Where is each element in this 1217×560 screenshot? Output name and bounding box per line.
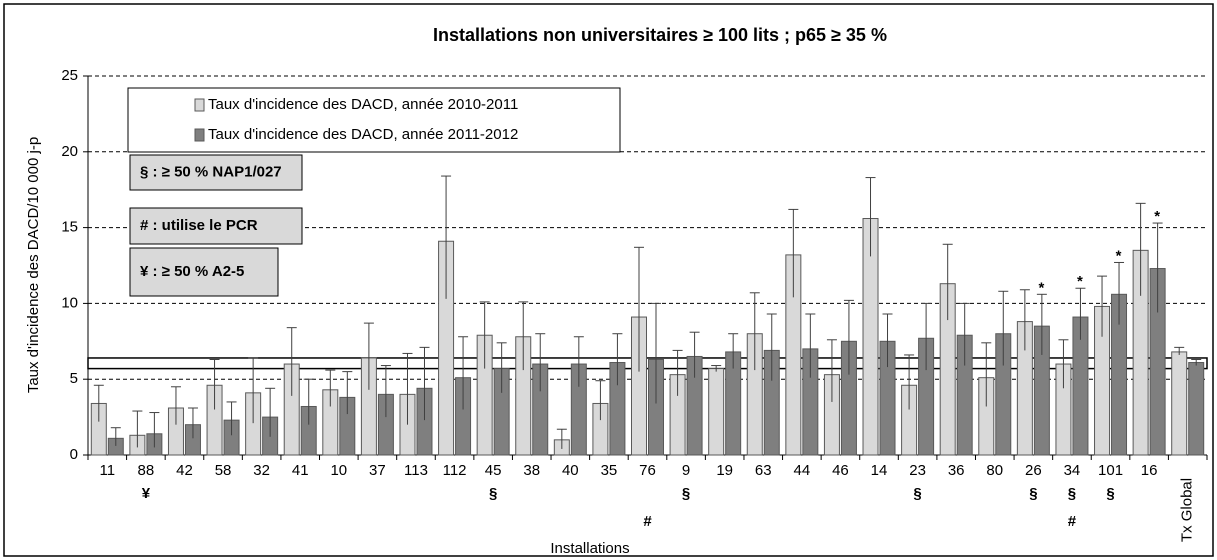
note-symbol: § <box>1068 485 1076 502</box>
x-tick-label: 32 <box>253 462 270 479</box>
y-tick-label: 20 <box>61 143 78 160</box>
x-tick-label: 40 <box>562 462 579 479</box>
x-tick-label: 58 <box>215 462 232 479</box>
chart-title: Installations non universitaires ≥ 100 l… <box>433 25 887 45</box>
note-box <box>129 154 303 191</box>
x-tick-label: Tx Global <box>1179 478 1196 542</box>
note-symbol: # <box>1068 513 1077 530</box>
note-text: § : ≥ 50 % NAP1/027 <box>140 163 282 180</box>
legend-label: Taux d'incidence des DACD, année 2011-20… <box>208 126 518 143</box>
bar <box>1188 362 1205 456</box>
note-box <box>129 207 303 245</box>
star: * <box>1116 247 1122 264</box>
x-tick-label: 11 <box>100 462 116 479</box>
x-tick-label: 88 <box>138 462 155 479</box>
y-tick-label: 25 <box>61 67 78 84</box>
y-tick-label: 10 <box>61 294 78 311</box>
x-tick-label: 42 <box>176 462 193 479</box>
legend-label: Taux d'incidence des DACD, année 2010-20… <box>208 96 518 113</box>
star: * <box>1154 208 1160 225</box>
x-tick-label: 112 <box>443 462 467 479</box>
x-tick-label: 35 <box>601 462 618 479</box>
x-tick-label: 113 <box>404 462 428 479</box>
x-tick-label: 19 <box>716 462 733 479</box>
legend <box>127 87 621 153</box>
y-tick-label: 15 <box>61 219 78 236</box>
bar <box>708 368 725 456</box>
y-axis-label: Taux d'incidence des DACD/10 000 j-p <box>25 137 42 393</box>
note-symbol: ¥ <box>142 485 151 502</box>
chart-border <box>3 3 1214 557</box>
y-tick-label: 0 <box>70 446 78 463</box>
x-tick-label: 41 <box>292 462 309 479</box>
x-tick-label: 46 <box>832 462 849 479</box>
x-tick-label: 9 <box>682 462 690 479</box>
x-tick-label: 37 <box>369 462 386 479</box>
note-symbol: § <box>682 485 690 502</box>
y-tick-label: 5 <box>70 370 78 387</box>
note-symbol: § <box>489 485 497 502</box>
x-tick-label: 14 <box>871 462 888 479</box>
x-tick-label: 101 <box>1098 462 1123 479</box>
note-box <box>129 247 279 297</box>
x-tick-label: 34 <box>1064 462 1081 479</box>
note-text: ¥ : ≥ 50 % A2-5 <box>140 263 244 280</box>
star: * <box>1038 279 1044 296</box>
note-symbol: § <box>913 485 921 502</box>
note-symbol: § <box>1029 485 1037 502</box>
reference-band <box>87 357 1208 370</box>
star: * <box>1077 273 1083 290</box>
x-tick-label: 38 <box>523 462 540 479</box>
legend-swatch <box>194 128 205 142</box>
note-symbol: § <box>1106 485 1114 502</box>
x-tick-label: 23 <box>909 462 926 479</box>
x-tick-label: 16 <box>1141 462 1158 479</box>
bar <box>1171 351 1188 456</box>
x-tick-label: 80 <box>986 462 1003 479</box>
legend-swatch <box>194 98 205 112</box>
x-tick-label: 26 <box>1025 462 1042 479</box>
note-symbol: # <box>643 513 652 530</box>
x-tick-label: 36 <box>948 462 965 479</box>
note-text: # : utilise le PCR <box>140 217 258 234</box>
x-tick-label: 63 <box>755 462 772 479</box>
x-tick-label: 45 <box>485 462 502 479</box>
x-axis-label: Installations <box>550 540 629 557</box>
x-tick-label: 10 <box>330 462 347 479</box>
x-tick-label: 76 <box>639 462 656 479</box>
x-tick-label: 44 <box>794 462 811 479</box>
